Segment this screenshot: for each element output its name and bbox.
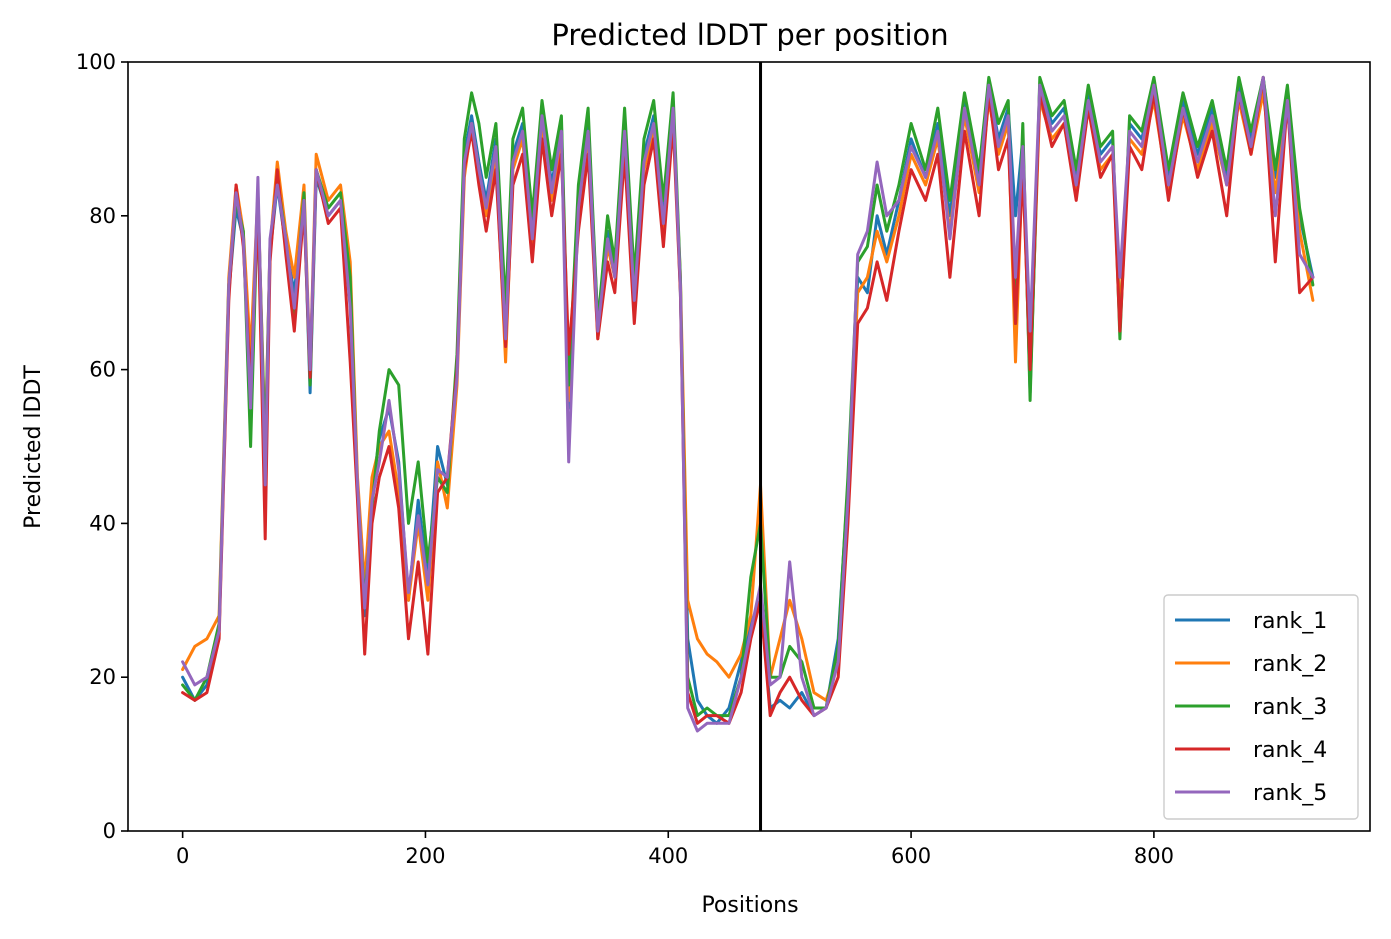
legend-box <box>1163 594 1359 820</box>
series-line-rank-5 <box>181 75 1315 733</box>
x-tick-label: 600 <box>891 844 931 868</box>
x-axis-ticks: 0 200 400 600 800 <box>176 831 1174 868</box>
x-axis-label: Positions <box>701 893 798 918</box>
y-axis-label: Predicted lDDT <box>21 365 46 529</box>
x-tick-label: 400 <box>648 844 688 868</box>
legend-label-rank-2: rank_2 <box>1253 652 1327 677</box>
x-tick-label: 800 <box>1134 844 1174 868</box>
legend: rank_1 rank_2 rank_3 rank_4 rank_5 <box>1163 594 1359 820</box>
legend-label-rank-4: rank_4 <box>1253 738 1327 763</box>
y-axis-ticks: 0 20 40 60 80 100 <box>76 50 128 843</box>
y-tick-label: 80 <box>89 204 116 228</box>
chart-title: Predicted lDDT per position <box>551 18 948 52</box>
y-tick-label: 0 <box>103 819 116 843</box>
x-tick-label: 0 <box>176 844 189 868</box>
x-tick-label: 200 <box>405 844 445 868</box>
y-tick-label: 100 <box>76 50 116 74</box>
legend-label-rank-3: rank_3 <box>1253 695 1327 720</box>
axes-frame <box>127 61 1371 832</box>
y-tick-label: 40 <box>89 511 116 535</box>
y-tick-label: 60 <box>89 358 116 382</box>
y-tick-label: 20 <box>89 665 116 689</box>
legend-label-rank-1: rank_1 <box>1253 609 1327 634</box>
legend-label-rank-5: rank_5 <box>1253 781 1327 806</box>
plot-area <box>181 75 1315 733</box>
